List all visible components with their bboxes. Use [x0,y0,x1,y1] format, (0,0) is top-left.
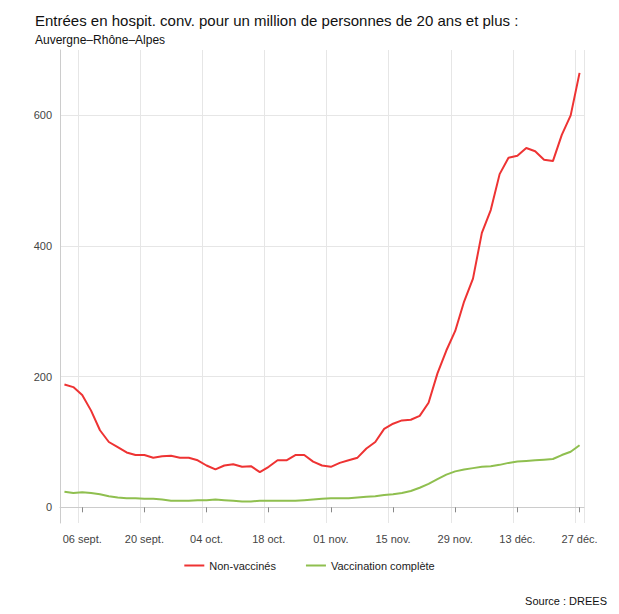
svg-text:600: 600 [34,109,52,121]
svg-text:04 oct.: 04 oct. [190,533,223,545]
svg-text:Auvergne–Rhône–Alpes: Auvergne–Rhône–Alpes [35,33,165,47]
svg-text:Entrées en hospit. conv. pour: Entrées en hospit. conv. pour un million… [35,12,518,29]
svg-text:400: 400 [34,240,52,252]
svg-text:0: 0 [46,501,52,513]
svg-text:13 déc.: 13 déc. [499,533,535,545]
svg-text:Source : DREES: Source : DREES [525,595,607,607]
svg-text:15 nov.: 15 nov. [375,533,410,545]
svg-text:27 déc.: 27 déc. [562,533,598,545]
svg-text:06 sept.: 06 sept. [63,533,102,545]
svg-text:01 nov.: 01 nov. [313,533,348,545]
svg-text:Vaccination complète: Vaccination complète [331,560,435,572]
svg-text:20 sept.: 20 sept. [125,533,164,545]
svg-text:18 oct.: 18 oct. [252,533,285,545]
svg-text:200: 200 [34,371,52,383]
svg-text:Non-vaccinés: Non-vaccinés [209,560,276,572]
svg-text:29 nov.: 29 nov. [438,533,473,545]
